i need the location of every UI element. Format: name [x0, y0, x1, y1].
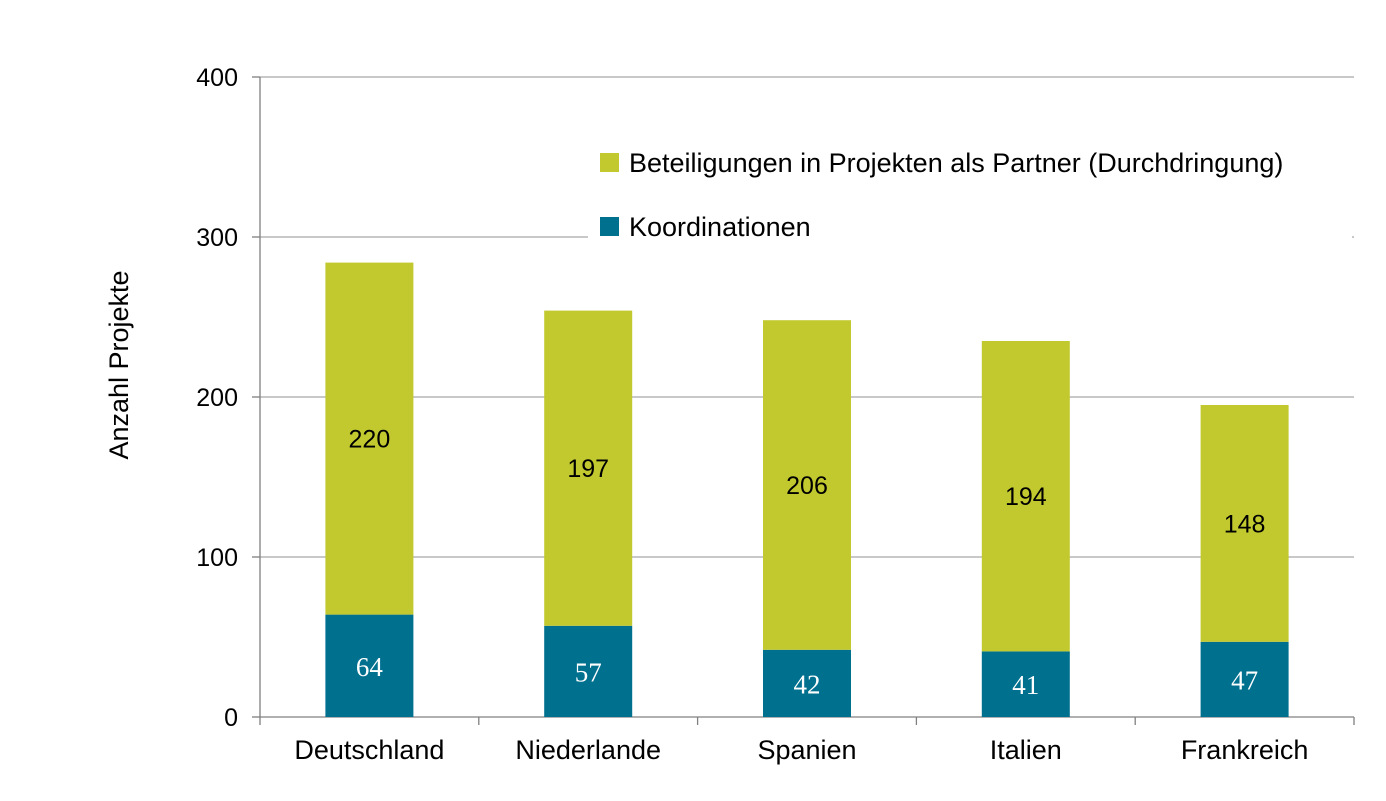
- bars: [325, 262, 1289, 717]
- x-category-label: Italien: [990, 735, 1062, 765]
- bar-beteiligungen: [544, 310, 633, 626]
- x-category-label: Niederlande: [515, 735, 661, 765]
- data-label-koordinationen: 64: [356, 652, 384, 682]
- y-tick-label: 0: [224, 704, 238, 732]
- bar-koordinationen: [763, 649, 851, 717]
- y-axis-label: Anzahl Projekte: [104, 270, 134, 459]
- bar-koordinationen: [1200, 641, 1289, 717]
- legend-label-koordination: Koordinationen: [629, 212, 811, 242]
- bar-koordinationen: [325, 614, 414, 717]
- data-label-koordinationen: 41: [1012, 670, 1039, 700]
- y-tick-label: 300: [196, 224, 238, 252]
- y-tick-label: 400: [196, 64, 238, 92]
- y-tick-label: 100: [196, 544, 238, 572]
- bar-beteiligungen: [325, 262, 414, 615]
- legend-label-partner: Beteiligungen in Projekten als Partner (…: [629, 148, 1283, 178]
- data-label-beteiligungen: 220: [349, 426, 391, 454]
- legend-swatch-koordination: [600, 217, 619, 236]
- legend-background: [588, 138, 1352, 253]
- y-tick-label: 200: [196, 384, 238, 412]
- data-label-beteiligungen: 197: [567, 455, 609, 483]
- bar-beteiligungen: [763, 320, 851, 650]
- bar-beteiligungen: [1200, 405, 1289, 642]
- bar-koordinationen: [981, 651, 1070, 717]
- x-category-label: Frankreich: [1181, 735, 1309, 765]
- data-labels: 64 220 57 197 42 206 41 194 47 148: [349, 426, 1266, 701]
- data-label-beteiligungen: 148: [1224, 510, 1266, 538]
- bar-beteiligungen: [981, 341, 1070, 652]
- data-label-beteiligungen: 194: [1005, 483, 1047, 511]
- data-label-koordinationen: 42: [794, 669, 821, 699]
- x-category-label: Spanien: [757, 735, 856, 765]
- tick-labels: 0 100 200 300 400 Deutschland Niederlande Spani…: [196, 64, 1308, 765]
- bar-koordinationen: [544, 625, 633, 717]
- legend: Beteiligungen in Projekten als Partner (…: [588, 138, 1352, 253]
- x-category-label: Deutschland: [294, 735, 444, 765]
- data-label-koordinationen: 57: [575, 657, 602, 687]
- legend-swatch-partner: [600, 153, 619, 172]
- data-label-beteiligungen: 206: [786, 472, 828, 500]
- data-label-koordinationen: 47: [1231, 665, 1258, 695]
